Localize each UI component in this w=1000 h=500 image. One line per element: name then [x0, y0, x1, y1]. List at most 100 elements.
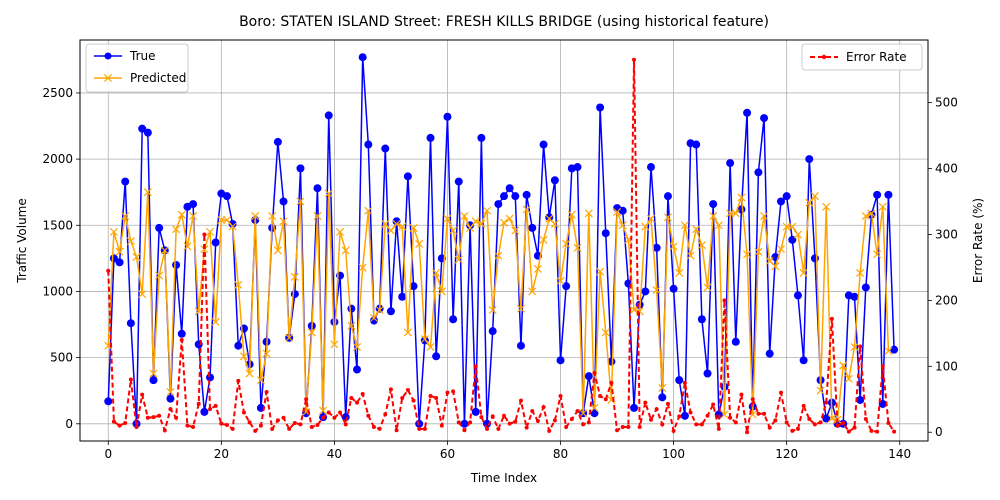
predicted-point [680, 221, 689, 230]
error-rate-point [858, 344, 863, 349]
x-tick-label: 120 [775, 447, 798, 461]
true-point [545, 213, 554, 222]
error-rate-point [575, 409, 580, 414]
y-tick-label: 1000 [42, 284, 73, 298]
error-rate-point [247, 420, 252, 425]
error-rate-point [846, 429, 851, 434]
error-rate-point [688, 410, 693, 415]
predicted-point [386, 226, 395, 235]
true-point [646, 163, 655, 172]
true-point [415, 419, 424, 428]
true-point [743, 108, 752, 117]
error-rate-point [728, 415, 733, 420]
true-point [386, 307, 395, 316]
predicted-point [692, 225, 701, 234]
predicted-point [415, 239, 424, 248]
predicted-point [579, 409, 588, 418]
true-point [381, 144, 390, 153]
error-rate-point [287, 426, 292, 431]
error-rate-point [236, 378, 241, 383]
predicted-point [743, 250, 752, 259]
predicted-point [720, 410, 729, 419]
predicted-point [663, 213, 672, 222]
true-point [669, 284, 678, 293]
error-rate-point [665, 401, 670, 406]
predicted-point [217, 215, 226, 225]
predicted-point [307, 328, 316, 337]
error-rate-point [699, 422, 704, 427]
legend-true-label: True [129, 49, 156, 63]
series-predicted [104, 188, 893, 424]
error-rate-point [479, 415, 484, 420]
predicted-point [149, 369, 158, 378]
predicted-point [522, 205, 531, 214]
plot-frame [79, 39, 929, 442]
error-rate-point [162, 428, 167, 433]
error-rate-point [790, 428, 795, 433]
true-point [652, 243, 661, 252]
error-rate-point [852, 425, 857, 430]
x-tick-label: 140 [888, 447, 911, 461]
true-point [799, 356, 808, 365]
true-point [143, 128, 152, 137]
error-rate-point [615, 428, 620, 433]
error-rate-point [496, 426, 501, 431]
true-point [641, 287, 650, 296]
predicted-point [121, 211, 130, 221]
predicted-point [731, 209, 740, 218]
predicted-point [556, 276, 565, 285]
true-point [584, 372, 593, 381]
true-point [500, 192, 508, 201]
true-point [477, 133, 486, 142]
predicted-point [211, 317, 220, 326]
error-rate-point [807, 417, 812, 422]
error-rate-point [326, 410, 331, 415]
true-point [177, 329, 186, 338]
error-rate-point [733, 420, 738, 425]
predicted-point [336, 227, 345, 236]
predicted-point [652, 286, 661, 295]
error-rate-point [106, 268, 111, 273]
predicted-point [646, 214, 656, 223]
true-point [126, 319, 135, 328]
error-rate-point [835, 423, 840, 428]
predicted-point [499, 218, 509, 227]
error-rate-point [552, 418, 557, 423]
predicted-point [760, 211, 769, 221]
error-rate-point [863, 417, 868, 422]
true-point [726, 159, 735, 168]
true-point [539, 140, 548, 149]
true-point [432, 352, 441, 361]
error-rate-point [151, 415, 156, 420]
error-rate-point [711, 402, 716, 407]
predicted-point [511, 226, 520, 235]
error-rate-point [541, 405, 546, 410]
predicted-point [109, 227, 118, 236]
predicted-point [737, 193, 746, 202]
error-rate-point [779, 390, 784, 395]
predicted-point [285, 333, 294, 342]
true-point [222, 192, 231, 201]
true-point [313, 184, 322, 193]
true-point [590, 409, 599, 418]
error-rate-point [422, 426, 427, 431]
true-point [290, 290, 299, 299]
true-point [189, 200, 198, 209]
true-point [777, 197, 786, 206]
error-rate-point [801, 403, 806, 408]
y2-tick-label: 300 [935, 227, 958, 241]
error-rate-point [558, 393, 563, 398]
error-rate-point [745, 430, 750, 435]
predicted-point [143, 188, 152, 197]
true-point [856, 395, 865, 404]
error-rate-point [270, 426, 275, 431]
true-point [403, 172, 412, 181]
predicted-point [251, 211, 260, 221]
true-point [296, 164, 305, 173]
predicted-point [454, 255, 463, 264]
true-point [630, 403, 639, 412]
error-rate-point [179, 337, 184, 342]
predicted-point [494, 251, 503, 260]
predicted-point [160, 246, 169, 255]
ticks: 0 20 40 60 80 100 120 140 0 500 1000 1500 2000 2500 0 1… [42, 86, 957, 461]
